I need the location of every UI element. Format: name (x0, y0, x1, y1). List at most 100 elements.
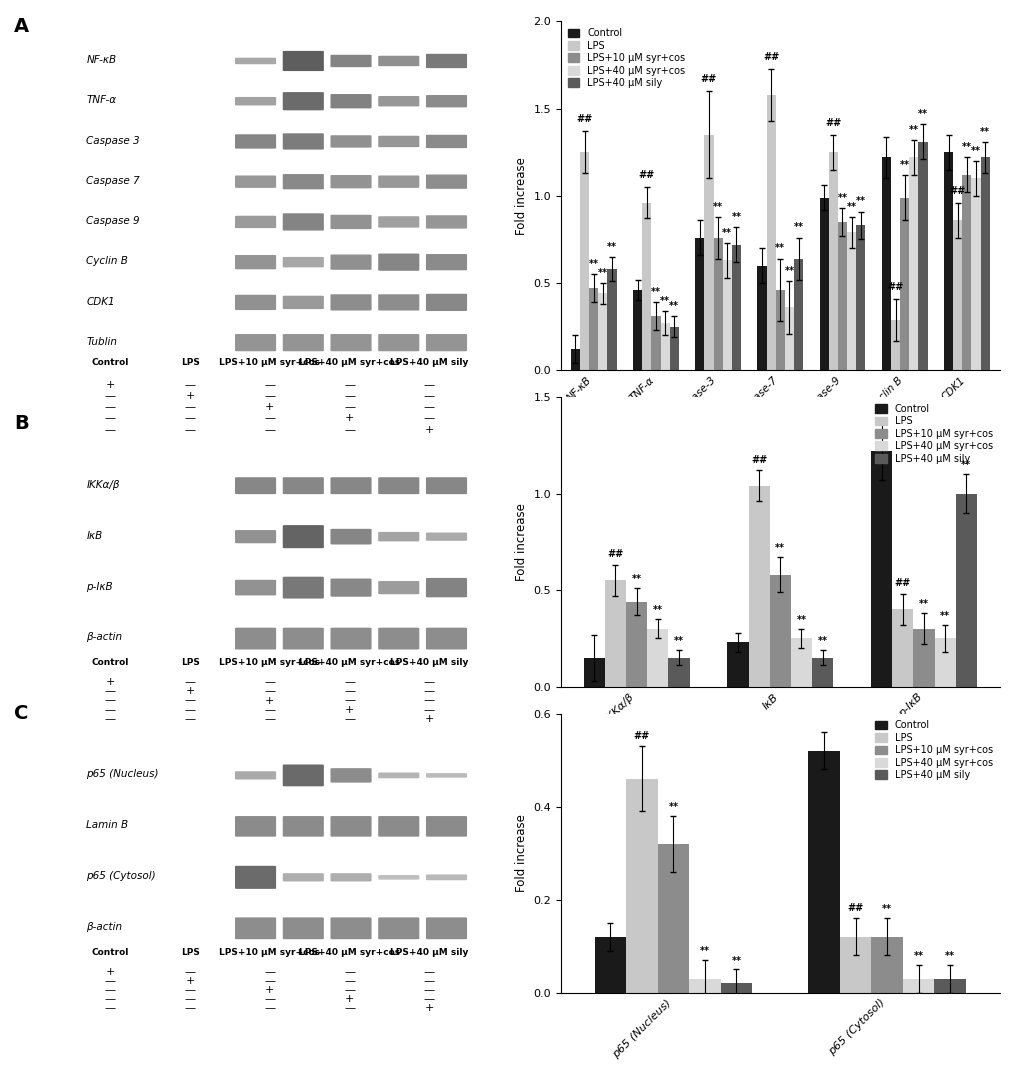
Text: ##: ## (824, 118, 841, 128)
FancyBboxPatch shape (378, 253, 419, 270)
Text: +: + (185, 391, 195, 401)
Bar (589, 289, 598, 370)
FancyBboxPatch shape (426, 532, 467, 541)
Text: —: — (264, 967, 275, 978)
Text: —: — (343, 687, 355, 696)
FancyBboxPatch shape (234, 58, 276, 64)
Text: p65 (Nucleus): p65 (Nucleus) (87, 769, 159, 779)
Text: —: — (424, 705, 434, 715)
Text: Caspase 9: Caspase 9 (87, 216, 140, 226)
Text: **: ** (846, 202, 856, 211)
FancyBboxPatch shape (426, 175, 467, 189)
FancyBboxPatch shape (282, 873, 324, 882)
Text: —: — (105, 1003, 116, 1013)
Text: —: — (343, 714, 355, 723)
Text: —: — (105, 425, 116, 435)
Text: **: ** (899, 160, 909, 170)
Text: —: — (343, 425, 355, 435)
Text: —: — (424, 402, 434, 412)
Text: —: — (264, 380, 275, 389)
Text: —: — (184, 1003, 196, 1013)
FancyBboxPatch shape (330, 55, 371, 68)
FancyBboxPatch shape (426, 578, 467, 598)
Bar (594, 937, 626, 993)
Text: —: — (105, 976, 116, 986)
Bar (899, 197, 908, 370)
Bar (695, 238, 704, 370)
FancyBboxPatch shape (330, 529, 371, 544)
Text: LPS: LPS (180, 947, 200, 957)
Text: Control: Control (92, 658, 129, 667)
Text: +: + (424, 714, 434, 723)
Text: —: — (424, 413, 434, 424)
FancyBboxPatch shape (330, 768, 371, 782)
Y-axis label: Fold increase: Fold increase (515, 157, 528, 235)
Text: **: ** (796, 615, 806, 624)
FancyBboxPatch shape (330, 578, 371, 597)
Text: LPS+40 μM sily: LPS+40 μM sily (390, 947, 468, 957)
Text: **: ** (631, 574, 641, 585)
Bar (846, 233, 855, 370)
Text: **: ** (659, 296, 669, 306)
Text: —: — (184, 677, 196, 688)
FancyBboxPatch shape (234, 134, 276, 149)
Bar (604, 580, 626, 687)
Text: LPS+40 μM sily: LPS+40 μM sily (390, 658, 468, 667)
Legend: Control, LPS, LPS+10 μM syr+cos, LPS+40 μM syr+cos, LPS+40 μM sily: Control, LPS, LPS+10 μM syr+cos, LPS+40 … (566, 27, 687, 90)
FancyBboxPatch shape (282, 917, 324, 939)
FancyBboxPatch shape (378, 95, 419, 106)
Text: Cyclin B: Cyclin B (87, 256, 128, 266)
Bar (704, 135, 713, 370)
Text: —: — (184, 402, 196, 412)
Text: **: ** (668, 300, 679, 311)
Text: —: — (184, 985, 196, 996)
Text: LPS+40 μM sily: LPS+40 μM sily (390, 358, 468, 367)
Text: **: ** (940, 611, 950, 621)
Text: —: — (424, 687, 434, 696)
FancyBboxPatch shape (378, 56, 419, 67)
Bar (790, 638, 811, 687)
FancyBboxPatch shape (330, 215, 371, 230)
Bar (720, 983, 751, 993)
FancyBboxPatch shape (426, 917, 467, 939)
Bar (769, 575, 790, 687)
Text: —: — (264, 705, 275, 715)
Text: —: — (105, 413, 116, 424)
FancyBboxPatch shape (426, 254, 467, 270)
Text: **: ** (721, 227, 732, 238)
Bar (892, 609, 912, 687)
Text: +: + (265, 402, 274, 412)
FancyBboxPatch shape (234, 334, 276, 351)
FancyBboxPatch shape (282, 525, 324, 548)
Text: LPS+40 μM syr+cos: LPS+40 μM syr+cos (299, 658, 399, 667)
Text: —: — (105, 391, 116, 401)
Bar (580, 152, 589, 370)
Text: LPS+10 μM syr+cos: LPS+10 μM syr+cos (219, 358, 320, 367)
Text: —: — (105, 687, 116, 696)
Text: —: — (264, 976, 275, 986)
Text: **: ** (588, 259, 598, 269)
FancyBboxPatch shape (426, 874, 467, 880)
Bar (855, 225, 864, 370)
Bar (979, 158, 988, 370)
Text: LPS+40 μM syr+cos: LPS+40 μM syr+cos (299, 947, 399, 957)
FancyBboxPatch shape (426, 216, 467, 229)
Text: —: — (424, 677, 434, 688)
FancyBboxPatch shape (234, 176, 276, 188)
Text: **: ** (917, 109, 927, 119)
Bar (808, 751, 839, 993)
Text: CDK1: CDK1 (87, 296, 115, 307)
FancyBboxPatch shape (282, 256, 324, 267)
FancyBboxPatch shape (426, 774, 467, 778)
Text: **: ** (731, 956, 741, 966)
FancyBboxPatch shape (234, 530, 276, 543)
FancyBboxPatch shape (426, 95, 467, 107)
Text: +: + (344, 705, 354, 715)
Text: β-actin: β-actin (87, 632, 122, 643)
Text: —: — (424, 995, 434, 1004)
Text: —: — (424, 380, 434, 389)
Text: p-IκB: p-IκB (87, 582, 113, 591)
FancyBboxPatch shape (234, 216, 276, 229)
Text: ##: ## (847, 902, 863, 912)
Text: —: — (264, 677, 275, 688)
